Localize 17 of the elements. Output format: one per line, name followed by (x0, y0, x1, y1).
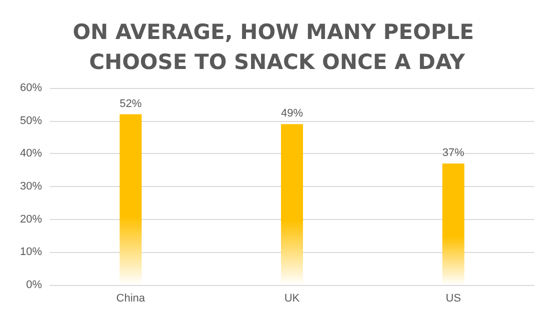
y-tick-label: 20% (20, 213, 42, 226)
data-label: 52% (120, 98, 142, 110)
x-tick-label: US (446, 292, 461, 304)
y-tick-label: 40% (20, 148, 42, 160)
bar (442, 164, 464, 285)
chart-title: ON AVERAGE, HOW MANY PEOPLE CHOOSE TO SNACK ONCE A DAY (72, 20, 482, 74)
bar (120, 114, 142, 285)
x-tick-label: China (116, 292, 146, 304)
x-tick-label: UK (284, 292, 300, 304)
y-tick-label: 10% (20, 246, 42, 258)
data-label: 37% (442, 147, 465, 160)
y-tick-label: 30% (20, 180, 42, 192)
bar (281, 124, 303, 285)
data-label: 49% (280, 108, 304, 120)
y-tick-label: 60% (20, 82, 42, 94)
y-tick-label: 0% (26, 279, 42, 291)
y-tick-label: 50% (20, 114, 42, 127)
